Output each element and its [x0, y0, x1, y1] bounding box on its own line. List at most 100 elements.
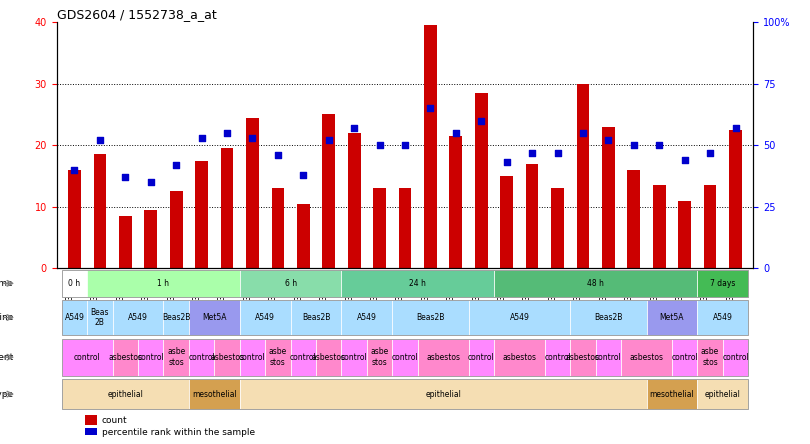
- Point: [119, 174, 132, 181]
- Point: [93, 137, 106, 144]
- Bar: [551, 188, 564, 268]
- Bar: [653, 185, 666, 268]
- FancyBboxPatch shape: [595, 339, 621, 376]
- Bar: [84, 416, 97, 425]
- Point: [475, 117, 488, 124]
- Text: A549: A549: [255, 313, 275, 322]
- Bar: [450, 136, 463, 268]
- Point: [271, 151, 284, 159]
- FancyBboxPatch shape: [392, 300, 468, 335]
- Point: [653, 142, 666, 149]
- Text: 48 h: 48 h: [587, 279, 604, 288]
- Text: 7 days: 7 days: [710, 279, 735, 288]
- Bar: [68, 170, 81, 268]
- Text: control: control: [74, 353, 100, 362]
- FancyBboxPatch shape: [62, 300, 87, 335]
- Bar: [119, 216, 132, 268]
- Bar: [84, 428, 97, 438]
- FancyBboxPatch shape: [468, 300, 570, 335]
- Point: [170, 161, 183, 168]
- Text: asbe
stos: asbe stos: [370, 348, 389, 367]
- FancyBboxPatch shape: [138, 339, 164, 376]
- Text: control: control: [391, 353, 419, 362]
- Text: cell line: cell line: [0, 313, 14, 322]
- Bar: [220, 148, 233, 268]
- Bar: [501, 176, 513, 268]
- FancyBboxPatch shape: [189, 339, 215, 376]
- Point: [577, 129, 590, 136]
- Text: control: control: [544, 353, 571, 362]
- Text: control: control: [290, 353, 317, 362]
- Point: [399, 142, 411, 149]
- Point: [68, 166, 81, 174]
- FancyBboxPatch shape: [265, 339, 291, 376]
- FancyBboxPatch shape: [570, 339, 595, 376]
- Bar: [94, 155, 106, 268]
- FancyBboxPatch shape: [240, 270, 342, 297]
- FancyBboxPatch shape: [367, 339, 392, 376]
- Text: 24 h: 24 h: [409, 279, 426, 288]
- FancyBboxPatch shape: [87, 300, 113, 335]
- FancyBboxPatch shape: [342, 270, 494, 297]
- Text: time: time: [0, 279, 14, 288]
- Text: epithelial: epithelial: [705, 389, 740, 399]
- FancyBboxPatch shape: [164, 339, 189, 376]
- Text: epithelial: epithelial: [108, 389, 143, 399]
- FancyBboxPatch shape: [291, 339, 316, 376]
- FancyBboxPatch shape: [570, 300, 646, 335]
- Bar: [271, 188, 284, 268]
- Text: 1 h: 1 h: [157, 279, 169, 288]
- FancyBboxPatch shape: [87, 270, 240, 297]
- Text: control: control: [595, 353, 622, 362]
- Text: 0 h: 0 h: [68, 279, 80, 288]
- Bar: [195, 161, 208, 268]
- Bar: [399, 188, 411, 268]
- FancyBboxPatch shape: [164, 300, 189, 335]
- FancyBboxPatch shape: [240, 379, 646, 409]
- Text: control: control: [138, 353, 164, 362]
- Bar: [678, 201, 691, 268]
- Text: Beas2B: Beas2B: [162, 313, 190, 322]
- Point: [220, 129, 233, 136]
- Text: A549: A549: [509, 313, 530, 322]
- FancyBboxPatch shape: [342, 339, 367, 376]
- Text: agent: agent: [0, 353, 14, 362]
- Text: GDS2604 / 1552738_a_at: GDS2604 / 1552738_a_at: [57, 8, 216, 21]
- Point: [296, 171, 309, 178]
- FancyBboxPatch shape: [62, 270, 87, 297]
- FancyBboxPatch shape: [215, 339, 240, 376]
- Text: A549: A549: [713, 313, 733, 322]
- FancyBboxPatch shape: [468, 339, 494, 376]
- Point: [729, 124, 742, 131]
- Bar: [729, 130, 742, 268]
- Text: Beas2B: Beas2B: [302, 313, 330, 322]
- FancyBboxPatch shape: [621, 339, 672, 376]
- Text: epithelial: epithelial: [425, 389, 461, 399]
- Text: control: control: [671, 353, 698, 362]
- FancyBboxPatch shape: [62, 339, 113, 376]
- Point: [347, 124, 360, 131]
- Text: count: count: [102, 416, 128, 425]
- Point: [195, 135, 208, 142]
- FancyBboxPatch shape: [189, 379, 240, 409]
- Text: asbestos: asbestos: [426, 353, 460, 362]
- Bar: [526, 164, 539, 268]
- FancyBboxPatch shape: [697, 300, 748, 335]
- Text: control: control: [723, 353, 749, 362]
- Text: asbestos: asbestos: [566, 353, 600, 362]
- Text: control: control: [468, 353, 495, 362]
- Text: Beas2B: Beas2B: [416, 313, 445, 322]
- Point: [678, 156, 691, 163]
- FancyBboxPatch shape: [240, 300, 291, 335]
- FancyBboxPatch shape: [418, 339, 468, 376]
- Text: control: control: [188, 353, 215, 362]
- FancyBboxPatch shape: [646, 300, 697, 335]
- FancyBboxPatch shape: [62, 379, 189, 409]
- FancyBboxPatch shape: [291, 300, 342, 335]
- Bar: [373, 188, 386, 268]
- FancyBboxPatch shape: [672, 339, 697, 376]
- Text: 6 h: 6 h: [284, 279, 296, 288]
- Text: control: control: [239, 353, 266, 362]
- Point: [424, 105, 437, 112]
- Text: asbe
stos: asbe stos: [269, 348, 287, 367]
